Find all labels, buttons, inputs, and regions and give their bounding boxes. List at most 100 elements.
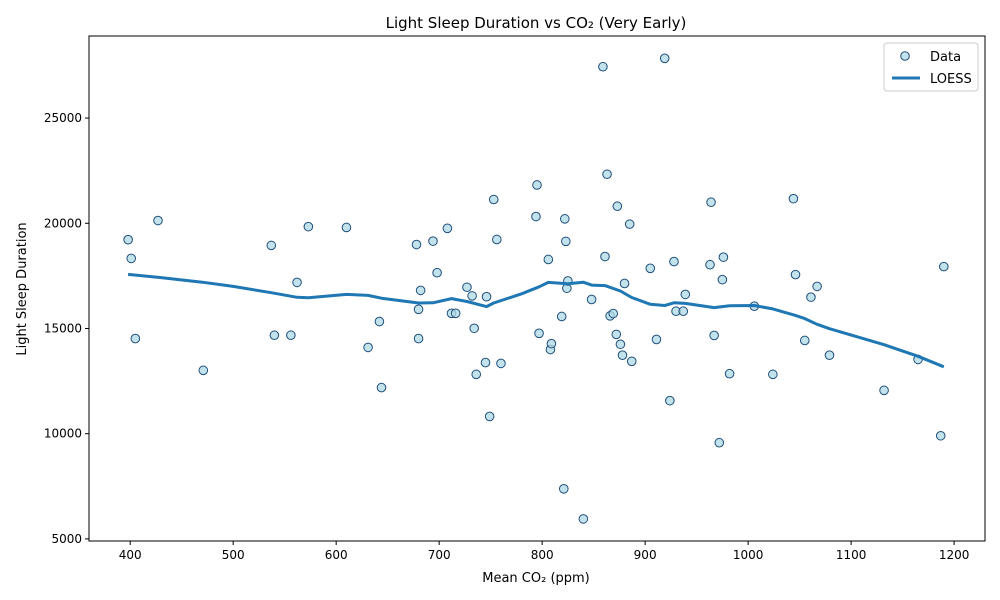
legend-label: LOESS: [930, 72, 972, 87]
x-tick-label: 600: [325, 548, 348, 562]
data-point: [718, 252, 729, 262]
data-points: [123, 53, 949, 524]
data-point: [415, 285, 426, 296]
data-point: [413, 304, 424, 315]
data-point: [615, 339, 626, 350]
data-point: [669, 256, 679, 267]
legend-label: Data: [930, 50, 961, 65]
data-point: [303, 221, 314, 232]
data-point: [123, 234, 133, 245]
data-point: [492, 234, 502, 245]
chart-title: Light Sleep Duration vs CO₂ (Very Early): [386, 14, 687, 32]
data-point: [556, 311, 567, 322]
data-point: [714, 437, 725, 448]
y-axis-ticks: 5000 10000 15000 20000 25000: [44, 111, 89, 546]
data-point: [768, 369, 778, 380]
data-point: [286, 330, 296, 341]
data-point: [450, 308, 461, 319]
data-point: [617, 350, 628, 361]
data-point: [586, 294, 597, 305]
data-point: [788, 193, 799, 204]
data-point: [939, 261, 949, 272]
data-point: [619, 278, 630, 289]
data-point: [602, 169, 612, 180]
data-point: [266, 240, 277, 251]
data-point: [624, 219, 635, 229]
data-point: [705, 259, 715, 270]
data-point: [612, 201, 623, 212]
data-point: [488, 194, 499, 205]
data-point: [153, 215, 163, 226]
data-point: [935, 430, 946, 441]
x-tick-label: 400: [119, 548, 142, 562]
x-tick-label: 1100: [836, 548, 867, 562]
data-point: [724, 368, 735, 379]
data-point: [680, 289, 691, 300]
data-point: [600, 251, 610, 262]
data-point: [469, 323, 479, 334]
data-point: [578, 514, 589, 524]
data-point: [374, 316, 385, 327]
data-point: [678, 306, 689, 317]
y-tick-label: 5000: [51, 532, 82, 546]
data-point: [411, 239, 422, 250]
data-point: [534, 328, 544, 339]
data-point: [651, 334, 662, 345]
data-point: [481, 291, 492, 302]
data-point: [558, 484, 569, 494]
data-point: [799, 335, 810, 346]
axes-frame: [88, 35, 986, 542]
data-point: [645, 263, 656, 274]
loess-line-group: [127, 272, 945, 369]
data-point: [543, 254, 554, 265]
data-point: [376, 382, 387, 393]
data-point: [546, 338, 557, 349]
x-tick-label: 500: [222, 548, 245, 562]
x-tick-label: 1200: [939, 548, 970, 562]
data-point: [806, 292, 816, 302]
y-tick-label: 25000: [44, 111, 82, 125]
y-tick-label: 10000: [44, 427, 82, 441]
data-point: [532, 180, 542, 190]
y-axis-label: Light Sleep Duration: [15, 222, 30, 355]
data-point: [413, 333, 424, 344]
data-point: [608, 308, 619, 319]
data-point: [126, 253, 137, 264]
data-point: [130, 333, 141, 344]
data-point: [292, 277, 302, 288]
data-point: [442, 223, 453, 234]
data-point: [706, 197, 716, 208]
data-point: [665, 395, 675, 406]
data-point: [480, 357, 491, 368]
legend: Data LOESS: [883, 42, 979, 92]
data-point: [812, 281, 822, 292]
data-point: [659, 53, 670, 64]
data-point: [531, 211, 541, 222]
data-point: [626, 356, 637, 367]
data-point: [824, 350, 835, 361]
data-point: [611, 329, 622, 340]
data-point: [467, 291, 477, 301]
data-point: [363, 342, 373, 353]
data-point: [561, 236, 571, 247]
data-point: [560, 214, 570, 224]
x-tick-label: 1000: [733, 548, 764, 562]
data-point: [462, 282, 472, 293]
data-point: [717, 274, 728, 285]
y-tick-label: 20000: [44, 216, 82, 230]
x-axis-label: Mean CO₂ (ppm): [482, 571, 590, 586]
data-point: [484, 411, 495, 422]
data-point: [428, 236, 438, 246]
loess-line: [127, 272, 945, 369]
data-point: [790, 269, 801, 280]
data-point: [198, 365, 209, 376]
data-point: [341, 222, 352, 233]
data-point: [471, 369, 482, 380]
data-point: [598, 61, 608, 72]
legend-marker-data: [900, 51, 910, 61]
data-point: [709, 330, 719, 341]
x-tick-label: 700: [428, 548, 451, 562]
data-point: [269, 330, 280, 341]
x-axis-ticks: 400 500 600 700 800 900 1000 1100 1200: [119, 541, 970, 562]
